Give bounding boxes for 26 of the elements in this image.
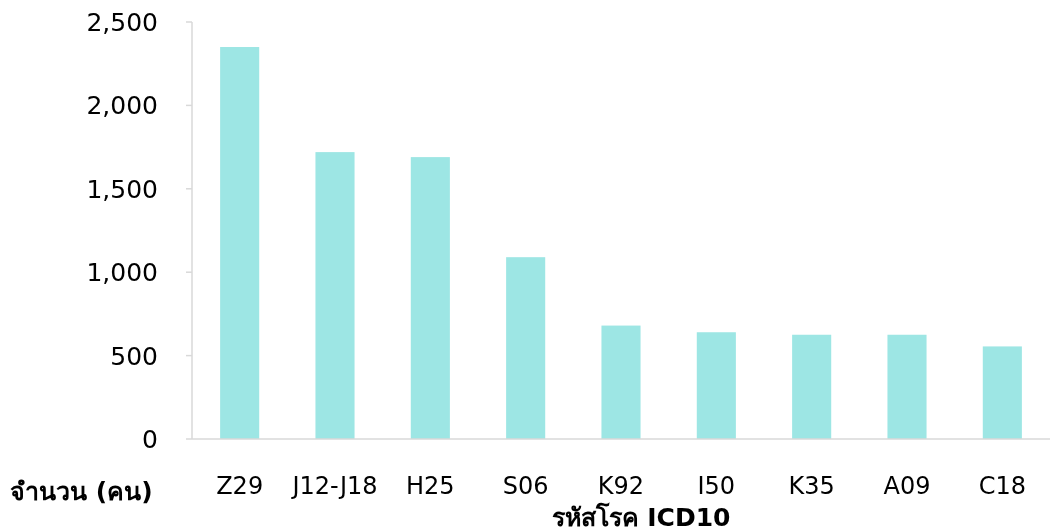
bar — [315, 152, 355, 439]
y-tick-label: 1,500 — [86, 174, 158, 204]
bar — [696, 332, 736, 439]
x-tick-label: H25 — [406, 472, 455, 500]
x-tick-label: I50 — [697, 472, 736, 500]
x-tick-label: K35 — [788, 472, 835, 500]
bar — [220, 47, 260, 439]
bar — [506, 257, 546, 439]
bar — [792, 334, 832, 439]
x-tick-label: C18 — [978, 472, 1026, 500]
bar — [982, 346, 1022, 439]
x-tick-label: S06 — [502, 472, 549, 500]
y-tick-label: 0 — [142, 425, 158, 454]
x-axis-title: รหัสโรค ICD10 — [551, 502, 731, 531]
bar — [887, 334, 927, 439]
y-tick-label: 2,000 — [86, 91, 158, 121]
bar — [601, 325, 641, 439]
x-tick-label: A09 — [883, 472, 931, 500]
x-tick-label: J12-J18 — [290, 472, 378, 500]
bar — [410, 157, 450, 439]
y-tick-label: 2,500 — [86, 8, 158, 37]
y-tick-label: 1,000 — [86, 258, 158, 288]
y-axis-title: จำนวน (คน) — [10, 477, 153, 506]
x-tick-label: Z29 — [216, 472, 264, 500]
y-tick-label: 500 — [110, 341, 158, 371]
x-tick-label: K92 — [597, 472, 645, 500]
